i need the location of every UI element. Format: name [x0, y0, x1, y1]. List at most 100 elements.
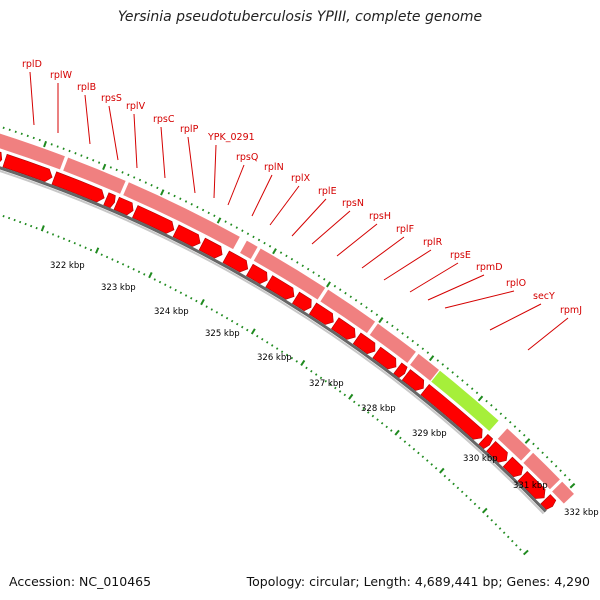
inner-tick-34	[169, 286, 172, 289]
outer-tick-40	[216, 217, 222, 224]
gene-arrow-6	[172, 224, 201, 247]
gene-label-rplR: rplR	[423, 237, 443, 248]
inner-tick-60	[300, 359, 306, 367]
inner-tick-9	[35, 226, 38, 230]
inner-tick-100	[481, 507, 488, 514]
gene-arrow-18	[420, 384, 483, 440]
inner-tick-86	[421, 455, 425, 459]
outer-tick-85	[456, 375, 459, 378]
inner-tick-76	[376, 418, 379, 421]
gene-arrow-9	[245, 263, 268, 285]
outer-tick-43	[235, 226, 238, 229]
inner-tick-48	[241, 325, 244, 329]
inner-tick-25	[121, 263, 125, 266]
gene-arrow-16	[393, 362, 408, 379]
inner-tick-5	[13, 218, 16, 222]
scale-tick-label: 323 kbp	[101, 283, 136, 293]
inner-tick-68	[338, 390, 342, 393]
outer-tick-47	[257, 238, 261, 242]
gene-bar-2	[121, 180, 242, 251]
outer-tick-45	[246, 232, 250, 236]
inner-tick-91	[443, 474, 447, 478]
gene-bar-6	[368, 321, 418, 365]
leader-rpsC	[160, 126, 166, 179]
inner-tick-36	[179, 291, 183, 295]
outer-tick-71	[385, 320, 389, 324]
outer-tick-55	[301, 264, 304, 268]
gene-arrow-2	[51, 171, 105, 203]
outer-tick-68	[370, 309, 373, 313]
inner-tick-18	[84, 246, 87, 249]
leader-rplD	[29, 71, 35, 126]
inner-tick-16	[73, 241, 76, 245]
outer-tick-10	[43, 140, 48, 148]
inner-tick-50	[250, 328, 256, 335]
inner-tick-64	[319, 376, 323, 380]
inner-tick-23	[111, 258, 114, 261]
outer-tick-70	[378, 317, 384, 324]
outer-tick-6	[20, 132, 23, 136]
inner-tick-6	[19, 220, 22, 224]
gene-labels: rplD rplW rplB rpsS rplV rpsC rplP YPK_0291 rpsQ…	[22, 59, 582, 316]
outer-tick-96	[509, 420, 512, 424]
outer-tick-36	[196, 205, 199, 209]
gene-label-rpsS: rpsS	[101, 93, 122, 104]
inner-tick-72	[357, 404, 361, 407]
outer-tick-31	[167, 191, 170, 195]
inner-tick-24	[116, 260, 119, 264]
scale-tick-label: 327 kbp	[309, 379, 344, 389]
secY-highlight-bar	[429, 369, 501, 433]
gene-arrow-10	[265, 275, 295, 300]
outer-tick-103	[541, 451, 544, 455]
outer-tick-63	[344, 291, 347, 295]
outer-tick-57	[312, 271, 315, 274]
leader-rpsH	[336, 223, 378, 257]
inner-tick-103	[494, 523, 498, 526]
inner-tick-81	[399, 436, 402, 440]
outer-tick-11	[50, 143, 53, 146]
gene-arrow-13	[331, 317, 356, 340]
outer-tick-17	[86, 156, 89, 160]
inner-tick-43	[215, 311, 219, 314]
inner-tick-15	[68, 239, 71, 243]
inner-tick-87	[426, 459, 429, 462]
outer-tick-94	[499, 412, 503, 416]
inner-tick-79	[390, 429, 393, 432]
inner-tick-107	[511, 539, 514, 543]
outer-tick-30	[160, 189, 165, 196]
inner-tick-96	[465, 494, 468, 498]
gene-bar-9	[496, 426, 533, 463]
inner-tick-97	[469, 498, 472, 502]
outer-tick-86	[461, 379, 464, 382]
outer-tick-39	[213, 214, 216, 218]
outer-tick-78	[421, 347, 425, 351]
inner-tick-54	[270, 344, 274, 347]
inner-tick-106	[506, 535, 510, 539]
inner-tick-49	[246, 328, 249, 332]
inner-tick-35	[174, 288, 177, 292]
outer-tick-51	[279, 251, 283, 254]
gene-label-rplW: rplW	[50, 70, 73, 81]
gene-arrow-19	[478, 433, 494, 450]
gene-arrow-23	[540, 494, 557, 510]
inner-tick-83	[408, 444, 411, 447]
outer-tick-74	[401, 332, 404, 335]
outer-tick-87	[466, 383, 469, 386]
outer-tick-99	[522, 433, 526, 437]
outer-tick-56	[306, 267, 310, 271]
leader-rplO	[444, 290, 515, 309]
outer-tick-109	[568, 478, 571, 482]
gene-label-rplF: rplF	[396, 224, 414, 235]
gene-label-rplD: rplD	[22, 59, 42, 70]
scale-ticks	[2, 126, 576, 556]
outer-tick-4	[8, 128, 11, 132]
gene-bar-0	[0, 132, 67, 171]
inner-tick-11	[46, 231, 49, 234]
accession-text: Accession: NC_010465	[9, 574, 152, 589]
gene-arrow-22	[517, 471, 546, 499]
inner-tick-56	[280, 350, 284, 354]
outer-tick-61	[333, 284, 337, 288]
outer-tick-42	[230, 223, 233, 226]
leader-rplB	[84, 94, 91, 145]
outer-tick-72	[391, 324, 394, 328]
